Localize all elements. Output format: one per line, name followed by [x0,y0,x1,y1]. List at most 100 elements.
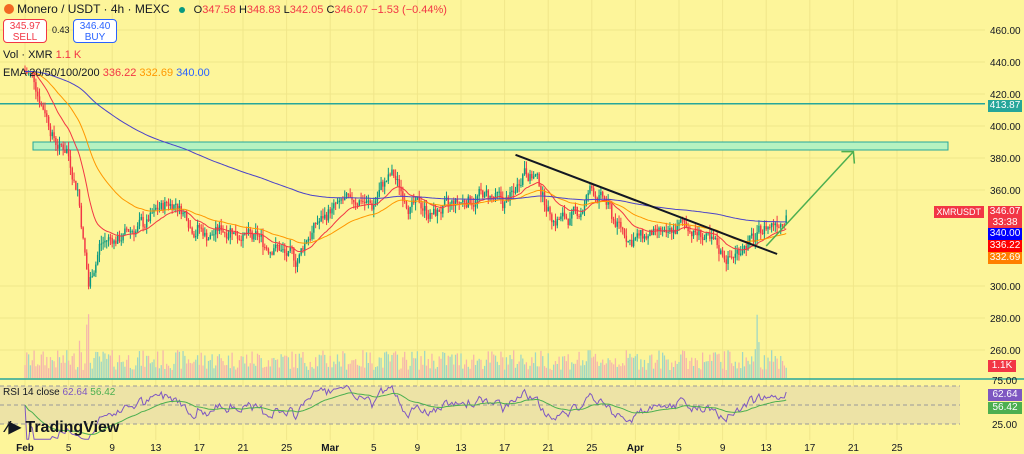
volume-bar [146,355,148,378]
candle [425,205,428,215]
candle [596,197,598,203]
candle [434,208,437,216]
volume-bar [647,363,649,378]
volume-bar [255,365,257,378]
volume-bar [160,365,162,378]
volume-bar [318,354,320,378]
volume-bar [144,366,146,378]
candle [756,232,758,240]
volume-legend[interactable]: Vol · XMR 1.1 K [3,49,81,61]
volume-bar [534,352,537,378]
chart-legend: Monero / USDT · 4h · MEXC O347.58 H348.8… [4,2,447,16]
candle [38,96,41,104]
volume-bar [596,361,598,378]
volume-bar [536,366,538,378]
tradingview-logo[interactable]: ⁄▶ TradingView [6,417,119,437]
candle [351,197,353,200]
buy-button[interactable]: 346.40 BUY [73,19,117,43]
volume-bar [745,357,747,378]
sell-button[interactable]: 345.97 SELL [3,19,47,43]
volume-bar [578,351,580,378]
candle [33,73,35,83]
volume-bar [167,365,170,378]
volume-bar [347,364,350,378]
candle [318,221,321,223]
candle [581,211,584,214]
volume-bar [614,358,617,378]
volume-bar [627,357,629,378]
candle [374,201,377,205]
candle [342,199,344,201]
volume-bar [106,358,108,378]
candle [373,204,375,210]
volume-bar [609,360,611,378]
volume-bar [278,367,280,378]
rsi-label: RSI 14 close [3,387,60,398]
candle [525,168,528,175]
volume-bar [553,364,555,378]
volume-bar [502,357,504,378]
volume-bar [215,365,217,378]
candle [476,196,479,201]
candle [284,249,286,254]
rsi-legend[interactable]: RSI 14 close 62.64 56.42 [3,387,115,398]
volume-bar [701,352,704,378]
volume-bar [783,365,786,378]
low-value: 342.05 [289,4,324,16]
candle [743,245,746,250]
candle [767,227,769,230]
candle [191,227,193,234]
candle [316,222,319,224]
volume-bar [258,354,260,378]
volume-bar [302,351,304,378]
candle [676,225,678,234]
volume-bar [444,352,446,378]
candle [369,200,371,203]
volume-bar [245,354,248,378]
candle [64,149,66,153]
candle [453,200,455,206]
candle [687,227,689,232]
volume-bar [233,366,235,378]
volume-bar [493,354,495,378]
candle [120,240,123,242]
volume-bar [191,363,193,378]
volume-bar [736,368,738,378]
candle [198,224,201,228]
candle [129,231,132,233]
candle [218,225,221,232]
volume-bar [636,354,638,378]
candle [669,228,671,232]
candle [66,148,68,153]
candle [51,132,53,137]
candle [175,203,177,205]
candle [785,215,787,225]
volume-bar [669,369,671,378]
candle [651,230,653,235]
candle [273,248,275,255]
low-label: L [283,4,290,16]
candle [607,201,609,205]
candle [307,238,310,241]
volume-bar [542,356,544,378]
volume-bar [135,365,137,378]
candle [641,230,644,239]
candle [27,73,30,75]
volume-bar [140,365,142,378]
volume-bar [304,362,306,378]
candle [656,228,658,231]
ema-legend[interactable]: EMA 20/50/100/200 336.22 332.69 340.00 [3,67,210,79]
volume-bar [623,365,626,378]
time-tick-label: 5 [371,443,377,454]
candle [636,233,638,238]
candle [260,234,262,237]
volume-bar [364,367,366,378]
volume-bar [616,366,618,378]
volume-bar [494,355,497,378]
candle [314,223,317,225]
candle [690,231,693,237]
candle [325,214,328,221]
candle [534,174,537,177]
volume-bar [538,366,540,378]
